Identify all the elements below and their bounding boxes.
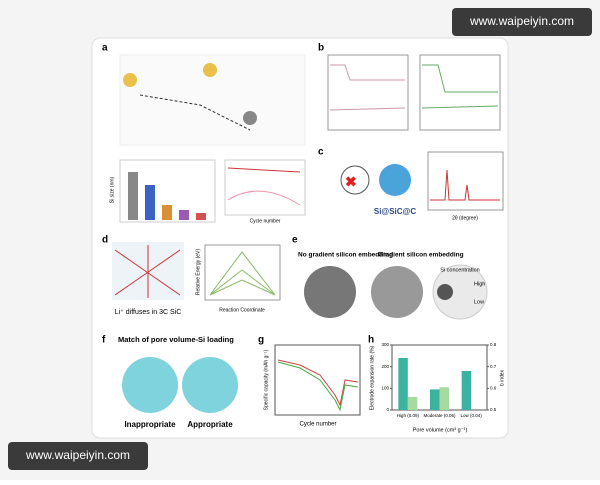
y-tick-label: 200: [381, 364, 389, 369]
x-tick-label: Low (0.04): [461, 413, 483, 418]
y-tick-label: 0: [386, 407, 389, 412]
watermark-box: [8, 442, 148, 470]
curve: [277, 361, 359, 412]
gradient-dot: [437, 284, 453, 300]
curve: [421, 64, 499, 109]
curve: [227, 190, 301, 206]
x-tick-label: Moderate (0.06): [423, 413, 456, 418]
pore-model: [182, 357, 238, 413]
bar: [430, 389, 440, 410]
y2-tick-label: 0.5: [490, 407, 497, 412]
pore-model: [122, 357, 178, 413]
y-tick-label: 300: [381, 342, 389, 347]
label: Inappropriate: [124, 420, 176, 429]
watermark: www.waipeiyin.com: [469, 14, 574, 28]
bar: [128, 172, 138, 220]
panel-letter: f: [102, 335, 106, 346]
plot: [327, 54, 409, 131]
label: Si@SiC@C: [374, 207, 416, 216]
legend-high: High: [474, 281, 485, 287]
panel-c: c ✖ Si@SiC@C 2θ (degree): [318, 147, 504, 221]
plot: [204, 244, 281, 301]
legend-title: Si concentration: [440, 267, 479, 273]
panel-letter: e: [292, 235, 298, 246]
lattice: [340, 165, 370, 195]
panel-letter: d: [102, 235, 108, 246]
legend-low: Low: [474, 299, 484, 305]
axis-label: Si size (nm): [109, 176, 115, 203]
panel-f: f Match of pore volume-Si loading Inappr…: [102, 335, 238, 429]
bonds: [114, 245, 181, 298]
axis-label: Cycle number: [299, 422, 336, 428]
energy-path: [139, 94, 251, 131]
particle: [371, 266, 423, 318]
panel-letter: a: [102, 43, 108, 54]
panel-d: d Li⁺ diffuses in 3C SiC Reaction Coordi…: [102, 235, 281, 316]
title: Gradient silicon embedding: [378, 252, 464, 259]
axis-label: Cycle number: [250, 218, 281, 224]
bar: [439, 387, 449, 410]
panel-g: g Cycle number Specific capacity (mAh g⁻…: [258, 335, 361, 428]
axis-label: Reaction Coordinate: [219, 307, 265, 313]
axis-label: Pore volume (cm³ g⁻¹): [413, 427, 468, 433]
y2-tick-label: 0.7: [490, 364, 497, 369]
atom: [123, 73, 137, 87]
panel-e: e No gradient silicon embedding Gradient…: [292, 235, 488, 320]
caption: Li⁺ diffuses in 3C SiC: [115, 309, 182, 316]
atom: [203, 63, 217, 77]
axis-label: Specific capacity (mAh g⁻¹): [263, 349, 269, 410]
y2-tick-label: 0.6: [490, 386, 497, 391]
title: No gradient silicon embedding: [298, 252, 393, 259]
panel-a: a Si size (nm) Cycle number: [102, 43, 306, 224]
line-plot: [224, 159, 306, 216]
curve: [227, 167, 301, 173]
legend-circle: [432, 264, 488, 320]
panel-letter: c: [318, 147, 324, 158]
axis-label: 2θ (degree): [452, 215, 478, 221]
axis-label: Electrode expansion rate (%): [369, 345, 375, 410]
watermark-box: [452, 8, 592, 36]
label: Appropriate: [187, 420, 233, 429]
axis-label: b index: [499, 369, 505, 386]
bar: [162, 205, 172, 220]
axis-label: Relative Energy (eV): [195, 249, 201, 295]
sphere: [379, 164, 411, 196]
bar: [461, 371, 472, 410]
curves: [209, 251, 276, 296]
particle: [304, 266, 356, 318]
curve: [430, 169, 500, 201]
watermark: www.waipeiyin.com: [25, 448, 130, 462]
bar: [179, 210, 189, 220]
bar: [145, 185, 155, 220]
y2-tick-label: 0.8: [490, 342, 497, 347]
curve: [277, 359, 359, 407]
cross: ✖: [345, 174, 357, 190]
bar: [196, 213, 206, 220]
y-tick-label: 100: [381, 386, 389, 391]
panel-letter: b: [318, 43, 324, 54]
curve: [329, 64, 406, 111]
title: Match of pore volume-Si loading: [118, 335, 234, 344]
panel-h: h Electrode expansion rate (%) b index P…: [368, 335, 505, 434]
panel-b: b: [318, 43, 501, 131]
bar: [407, 397, 418, 410]
bar: [398, 358, 408, 410]
panel-letter: h: [368, 335, 374, 346]
panel-letter: g: [258, 335, 264, 346]
x-tick-label: High (0.09): [397, 413, 420, 418]
xrd-plot: [427, 151, 504, 211]
atom: [243, 111, 257, 125]
